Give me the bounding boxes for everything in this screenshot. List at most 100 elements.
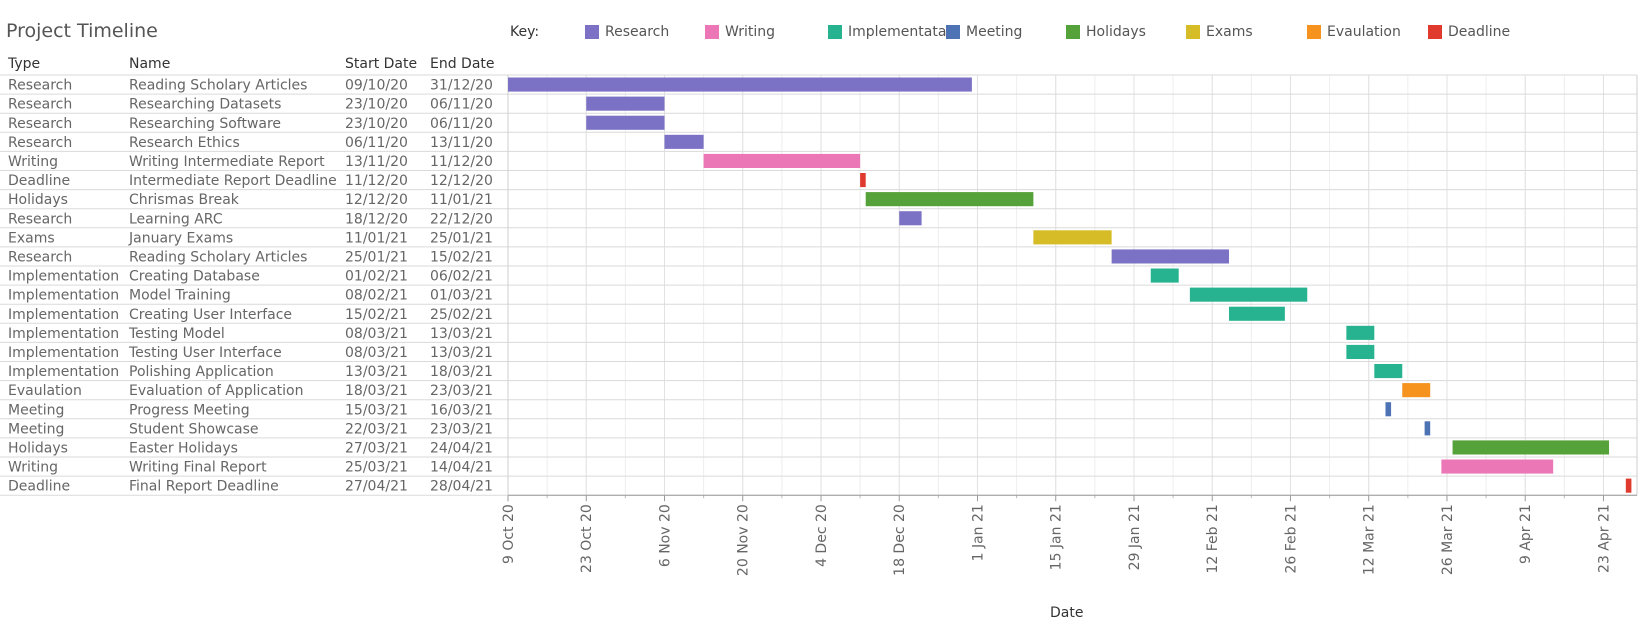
row-name-label: Intermediate Report Deadline: [129, 173, 337, 189]
row-start-label: 08/03/21: [345, 326, 408, 342]
gantt-bar: [1150, 268, 1179, 283]
row-end-label: 13/11/20: [430, 135, 493, 151]
row-name-label: Writing Final Report: [129, 460, 267, 476]
gantt-bar: [865, 192, 1034, 207]
row-type-label: Evaulation: [8, 383, 82, 399]
row-start-label: 27/03/21: [345, 440, 408, 456]
legend-swatch: [1066, 25, 1080, 39]
row-start-label: 25/03/21: [345, 460, 408, 476]
legend-item: Research: [585, 23, 669, 41]
row-type-label: Research: [8, 116, 72, 132]
row-name-label: Writing Intermediate Report: [129, 154, 325, 170]
row-name-label: Progress Meeting: [129, 402, 250, 418]
legend-swatch: [828, 25, 842, 39]
row-type-label: Implementation: [8, 307, 119, 323]
row-start-label: 09/10/20: [345, 78, 408, 94]
row-name-label: Easter Holidays: [129, 440, 238, 456]
row-type-label: Implementation: [8, 269, 119, 285]
x-tick-label: 12 Mar 21: [1362, 504, 1378, 575]
row-name-label: Model Training: [129, 288, 231, 304]
legend-label: Holidays: [1086, 24, 1146, 40]
x-tick-label: 12 Feb 21: [1205, 504, 1221, 573]
x-tick-label: 18 Dec 20: [892, 504, 908, 576]
row-end-label: 11/12/20: [430, 154, 493, 170]
legend-item: Exams: [1186, 23, 1253, 41]
row-start-label: 08/02/21: [345, 288, 408, 304]
row-start-label: 13/03/21: [345, 364, 408, 380]
row-type-label: Writing: [8, 460, 58, 476]
x-tick-label: 20 Nov 20: [736, 504, 752, 576]
legend-label: Exams: [1206, 24, 1253, 40]
legend-swatch: [1186, 25, 1200, 39]
legend-swatch: [1428, 25, 1442, 39]
x-tick-label: 1 Jan 21: [970, 504, 986, 561]
legend-item: Implementata..: [828, 23, 955, 41]
row-type-label: Research: [8, 78, 72, 94]
legend-label: Implementata..: [848, 24, 956, 40]
legend-label: Research: [605, 24, 670, 40]
row-type-label: Research: [8, 249, 72, 265]
row-end-label: 13/03/21: [430, 345, 493, 361]
row-start-label: 11/12/20: [345, 173, 408, 189]
x-tick-label: 4 Dec 20: [814, 504, 830, 567]
row-end-label: 14/04/21: [430, 460, 493, 476]
row-start-label: 15/02/21: [345, 307, 408, 323]
column-header-name: Name: [129, 56, 171, 72]
x-tick-label: 29 Jan 21: [1127, 504, 1143, 570]
row-start-label: 18/12/20: [345, 211, 408, 227]
x-tick-label: 26 Feb 21: [1283, 504, 1299, 573]
x-tick-label: 15 Jan 21: [1049, 504, 1065, 570]
row-end-label: 06/11/20: [430, 116, 493, 132]
row-name-label: Testing User Interface: [128, 345, 282, 361]
legend-item: Writing: [705, 23, 775, 41]
column-header-start-date: Start Date: [345, 56, 418, 72]
row-name-label: Researching Software: [129, 116, 281, 132]
row-start-label: 12/12/20: [345, 192, 408, 208]
row-start-label: 27/04/21: [345, 479, 408, 495]
row-end-label: 13/03/21: [430, 326, 493, 342]
row-name-label: Testing Model: [128, 326, 225, 342]
x-tick-label: 9 Apr 21: [1518, 504, 1534, 564]
column-header-end-date: End Date: [430, 56, 495, 72]
row-type-label: Implementation: [8, 345, 119, 361]
row-name-label: Chrismas Break: [129, 192, 240, 208]
gantt-bar: [1402, 383, 1431, 398]
gantt-bar: [703, 153, 861, 168]
row-name-label: Reading Scholary Articles: [129, 249, 307, 265]
row-end-label: 25/01/21: [430, 230, 493, 246]
x-tick-label: 26 Mar 21: [1440, 504, 1456, 575]
gantt-bar: [1452, 440, 1610, 455]
row-start-label: 18/03/21: [345, 383, 408, 399]
legend-label: Deadline: [1448, 24, 1511, 40]
gantt-bar: [1033, 230, 1112, 245]
row-name-label: Evaluation of Application: [129, 383, 304, 399]
row-end-label: 06/02/21: [430, 269, 493, 285]
gantt-bar: [1346, 325, 1375, 340]
gantt-bar: [1346, 344, 1375, 359]
legend-swatch: [946, 25, 960, 39]
gantt-bar: [1385, 402, 1392, 417]
gantt-bar: [586, 115, 665, 130]
x-axis-label: Date: [1050, 605, 1084, 621]
row-end-label: 18/03/21: [430, 364, 493, 380]
row-end-label: 01/03/21: [430, 288, 493, 304]
legend-item: Evaulation: [1307, 23, 1401, 41]
x-tick-label: 9 Oct 20: [501, 504, 517, 564]
legend-label: Evaulation: [1327, 24, 1401, 40]
x-tick-label: 23 Oct 20: [579, 504, 595, 573]
row-name-label: Creating Database: [129, 269, 260, 285]
gantt-bar: [1189, 287, 1308, 302]
row-name-label: Polishing Application: [129, 364, 274, 380]
gantt-bar: [1441, 459, 1554, 474]
legend-swatch: [705, 25, 719, 39]
gantt-bar: [1228, 306, 1285, 321]
gantt-bar: [508, 77, 972, 92]
gantt-bar: [1374, 364, 1403, 379]
legend-title: Key:: [510, 24, 540, 40]
row-type-label: Meeting: [8, 421, 64, 437]
row-name-label: Researching Datasets: [129, 97, 281, 113]
row-type-label: Exams: [8, 230, 55, 246]
row-type-label: Writing: [8, 154, 58, 170]
row-start-label: 25/01/21: [345, 249, 408, 265]
